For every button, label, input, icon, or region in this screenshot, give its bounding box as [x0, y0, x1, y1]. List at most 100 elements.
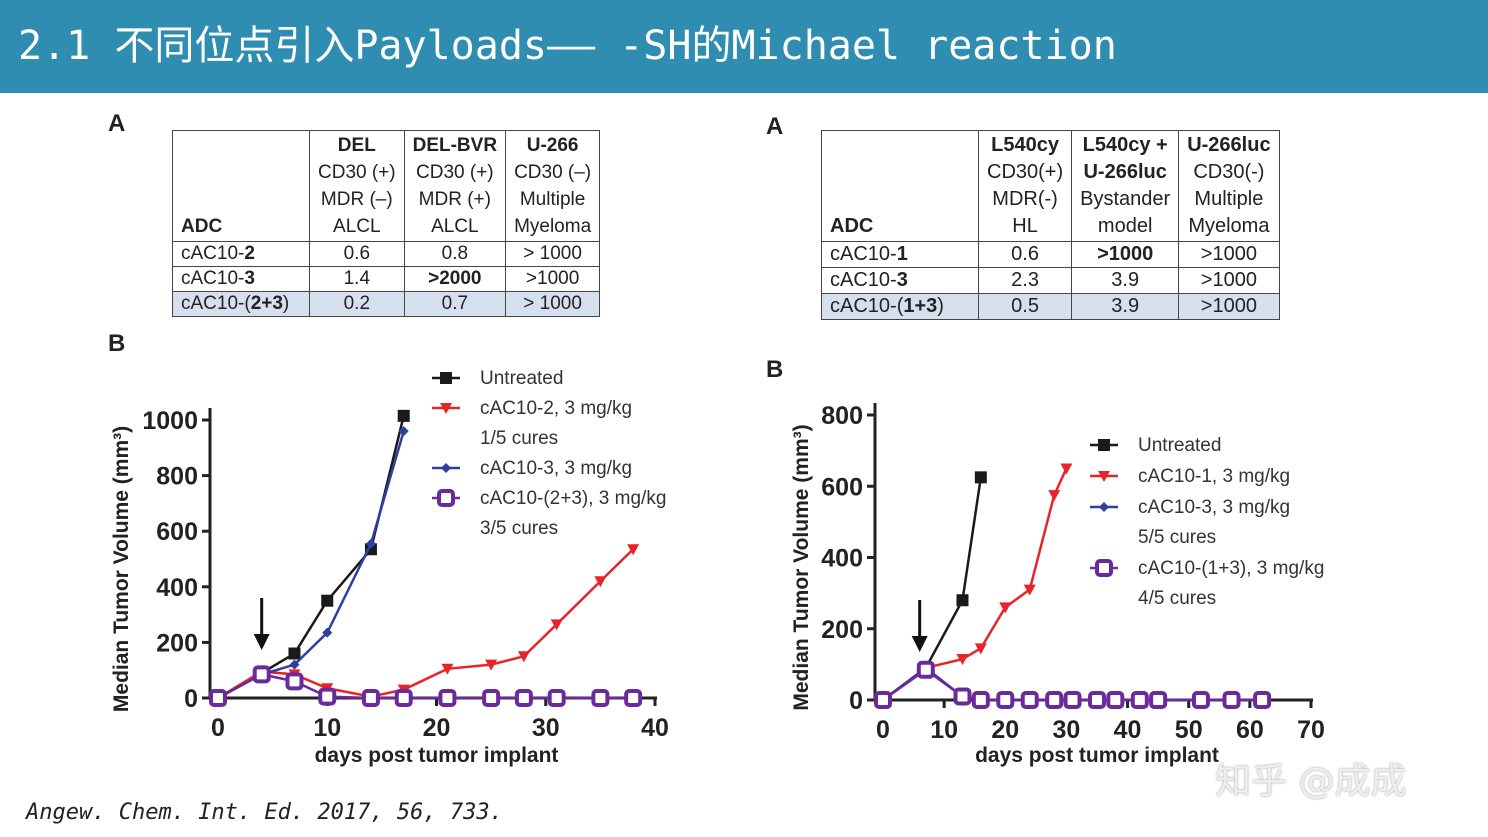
open-square-marker: [1191, 691, 1210, 709]
series-line: [217, 415, 405, 700]
table-cell: > 1000: [505, 241, 601, 267]
y-tick-label: 200: [821, 616, 863, 644]
y-axis-label: Median Tumor Volume (mm³): [110, 426, 133, 712]
legend-entry: cAC10-(2+3), 3 mg/kg: [480, 488, 666, 509]
y-tick-label: 400: [821, 545, 863, 573]
x-tick-label: 20: [991, 716, 1019, 744]
open-square-marker: [1106, 691, 1125, 709]
triangle-marker: [1060, 463, 1073, 475]
table-row: cAC10-2 0.6 0.8 > 1000: [172, 241, 601, 267]
y-tick-label: 600: [156, 518, 198, 546]
x-axis-label: days post tumor implant: [975, 744, 1219, 767]
open-square-marker: [591, 689, 610, 707]
y-tick-label: 200: [156, 629, 198, 657]
table-cell: >2000: [403, 266, 507, 292]
square-marker: [321, 594, 334, 607]
x-tick-label: 60: [1236, 716, 1264, 744]
table-row: cAC10-(2+3) 0.2 0.7 > 1000: [172, 291, 601, 317]
triangle-marker: [1048, 490, 1061, 502]
open-square-marker: [916, 660, 935, 679]
square-marker: [956, 594, 969, 607]
triangle-marker: [550, 619, 563, 631]
open-square-marker: [482, 689, 501, 707]
triangle-marker: [440, 403, 452, 414]
table-row: cAC10-1 0.6 >1000 >1000: [821, 241, 1280, 268]
open-square-marker: [438, 689, 457, 707]
open-square-marker: [318, 687, 337, 706]
ic50-table-left: ADC DEL CD30 (+) MDR (–) ALCL DEL-BVR CD30 (+)…: [172, 130, 601, 317]
table-cell: 0.5: [977, 293, 1073, 320]
triangle-marker: [627, 544, 640, 556]
table-cell: >1000: [1178, 267, 1280, 294]
series-line: [217, 430, 405, 700]
triangle-marker: [441, 663, 454, 675]
series-line: [217, 548, 635, 700]
diamond-marker: [289, 659, 300, 670]
triangle-marker: [1098, 471, 1110, 482]
table-cell: > 1000: [505, 291, 601, 317]
triangle-marker: [594, 576, 607, 588]
triangle-marker: [485, 659, 498, 671]
header-cell: U-266luc CD30(-) Multiple Myeloma: [1178, 130, 1280, 242]
open-square-marker: [1149, 691, 1168, 709]
x-tick-label: 20: [423, 714, 451, 742]
header-cell: U-266 CD30 (–) Multiple Myeloma: [505, 130, 601, 242]
x-tick-label: 0: [876, 716, 890, 744]
legend-note: 4/5 cures: [1138, 588, 1216, 609]
open-square-marker: [1095, 559, 1113, 577]
series-line: [882, 467, 1068, 702]
triangle-marker: [1023, 584, 1036, 596]
table-cell: 0.7: [403, 291, 507, 317]
x-tick-label: 0: [211, 714, 225, 742]
table-row: cAC10-(1+3) 0.5 3.9 >1000: [821, 293, 1280, 320]
open-square-marker: [1253, 691, 1272, 709]
legend-note: 1/5 cures: [480, 428, 558, 449]
y-tick-label: 600: [821, 473, 863, 501]
legend-note: 3/5 cures: [480, 518, 558, 539]
square-marker: [397, 409, 410, 422]
y-tick-label: 800: [821, 402, 863, 430]
header-cell: ADC: [821, 130, 979, 242]
open-square-marker: [394, 689, 413, 707]
square-marker: [440, 372, 452, 384]
diamond-marker: [398, 426, 409, 437]
diamond-marker: [1099, 502, 1109, 512]
panel-label-b-right: B: [766, 356, 784, 383]
open-square-marker: [874, 691, 892, 709]
open-square-marker: [514, 689, 533, 707]
legend-note: 5/5 cures: [1138, 527, 1216, 548]
table-cell: 0.2: [309, 291, 405, 317]
square-marker: [974, 471, 987, 484]
open-square-marker: [1045, 691, 1064, 709]
x-axis-label: days post tumor implant: [315, 744, 559, 767]
square-marker: [1098, 439, 1110, 451]
x-tick-label: 10: [930, 716, 958, 744]
open-square-marker: [1063, 691, 1082, 709]
x-tick-label: 30: [532, 714, 560, 742]
ic50-table-right: ADC L540cy CD30(+) MDR(-) HL L540cy + U-266luc…: [821, 130, 1280, 320]
citation: Angew. Chem. Int. Ed. 2017, 56, 733.: [26, 800, 503, 825]
panel-label-b-left: B: [108, 330, 126, 357]
legend-entry: cAC10-(1+3), 3 mg/kg: [1138, 558, 1324, 579]
y-tick-label: 0: [849, 687, 863, 715]
open-square-marker: [1222, 691, 1241, 709]
header-cell: L540cy CD30(+) MDR(-) HL: [977, 130, 1073, 242]
x-tick-label: 30: [1053, 716, 1081, 744]
table-cell: >1000: [505, 266, 601, 292]
watermark: 知乎 @成成: [1215, 761, 1407, 802]
x-tick-label: 40: [641, 714, 669, 742]
legend-entry: cAC10-3, 3 mg/kg: [1138, 497, 1290, 518]
x-tick-label: 50: [1175, 716, 1203, 744]
arrow-head-icon: [253, 634, 270, 650]
header-cell: DEL CD30 (+) MDR (–) ALCL: [309, 130, 405, 242]
panel-label-a-left: A: [108, 110, 126, 137]
open-square-marker: [996, 691, 1015, 709]
open-square-marker: [547, 689, 566, 707]
open-square-marker: [1020, 691, 1039, 709]
y-tick-label: 1000: [142, 407, 198, 435]
open-square-marker: [361, 689, 380, 707]
header-cell: L540cy + U-266luc Bystander model: [1071, 130, 1180, 242]
open-square-marker: [1088, 691, 1106, 709]
y-axis-label: Median Tumor Volume (mm³): [790, 424, 813, 710]
